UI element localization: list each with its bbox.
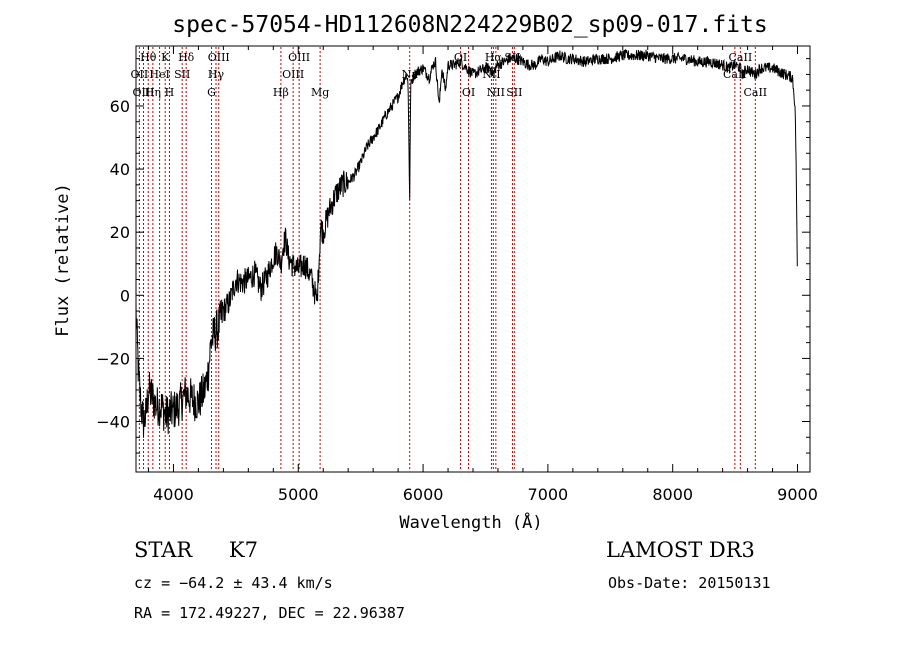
line-label-9: OIII: [208, 51, 230, 64]
class-label: STAR: [134, 538, 193, 562]
x-axis-label: Wavelength (Å): [399, 511, 542, 533]
chart-title: spec-57054-HD112608N224229B02_sp09-017.f…: [172, 12, 767, 38]
y-tick-label-0: 0: [120, 286, 130, 305]
x-tick-label-9000: 9000: [777, 485, 818, 504]
line-label-18: OI: [462, 86, 475, 99]
subclass-label: K7: [228, 538, 258, 562]
line-label-19: Hα: [485, 51, 503, 64]
line-label-13: OIII: [282, 68, 304, 81]
survey-label: LAMOST DR3: [606, 538, 755, 562]
spectrum-line: [135, 48, 798, 438]
line-label-10: Hγ: [208, 68, 225, 81]
y-tick-label--40: −40: [96, 413, 130, 432]
coordinates: RA = 172.49227, DEC = 22.96387: [134, 604, 405, 622]
line-label-21: NII: [487, 86, 505, 99]
axes: 4000 5000 6000 7000 8000 9000 −40 −20 0 20 40 60: [96, 46, 818, 504]
line-label-2: OIII: [132, 86, 154, 99]
y-axis-label: Flux (relative): [53, 183, 73, 337]
spectrum-series: [135, 48, 798, 438]
x-tick-label-4000: 4000: [153, 485, 194, 504]
line-label-3: K: [161, 51, 170, 64]
spectral-lines: [138, 47, 756, 471]
line-label-23: SII: [506, 86, 522, 99]
line-label-0: Hθ: [140, 51, 157, 64]
y-tick-label-60: 60: [110, 97, 130, 116]
line-label-22: SII: [504, 51, 520, 64]
line-label-17: OI: [454, 51, 467, 64]
line-label-11: G: [207, 86, 216, 99]
x-tick-label-6000: 6000: [403, 485, 444, 504]
x-tick-label-8000: 8000: [652, 485, 693, 504]
x-tick-label-5000: 5000: [278, 485, 319, 504]
line-label-7: Hδ: [178, 51, 195, 64]
line-label-25: CaII: [729, 51, 753, 64]
object-class: STAR K7: [134, 538, 258, 562]
cz-value: cz = −64.2 ± 43.4 km/s: [134, 574, 333, 592]
y-tick-label--20: −20: [96, 349, 130, 368]
line-label-6: H: [165, 86, 175, 99]
line-label-16: Na: [402, 68, 419, 81]
obs-date: Obs-Date: 20150131: [608, 574, 771, 592]
line-label-24: CaII: [723, 68, 747, 81]
line-label-26: CaII: [743, 86, 767, 99]
line-label-14: Hβ: [273, 86, 289, 99]
line-labels: Hθ OII OIII K HeI Hη H Hδ SII OIII Hγ G OIII OIII Hβ Mg…: [131, 51, 768, 99]
line-label-1: OII: [131, 68, 149, 81]
line-label-15: Mg: [311, 86, 329, 99]
line-label-20: NII: [482, 68, 500, 81]
y-tick-label-20: 20: [110, 223, 130, 242]
plot-frame: [135, 45, 811, 473]
line-label-8: SII: [174, 68, 190, 81]
line-label-4: HeI: [149, 68, 169, 81]
line-label-5: Hη: [145, 86, 161, 99]
line-label-12: OIII: [288, 51, 310, 64]
x-tick-label-7000: 7000: [528, 485, 569, 504]
y-tick-label-40: 40: [110, 160, 130, 179]
